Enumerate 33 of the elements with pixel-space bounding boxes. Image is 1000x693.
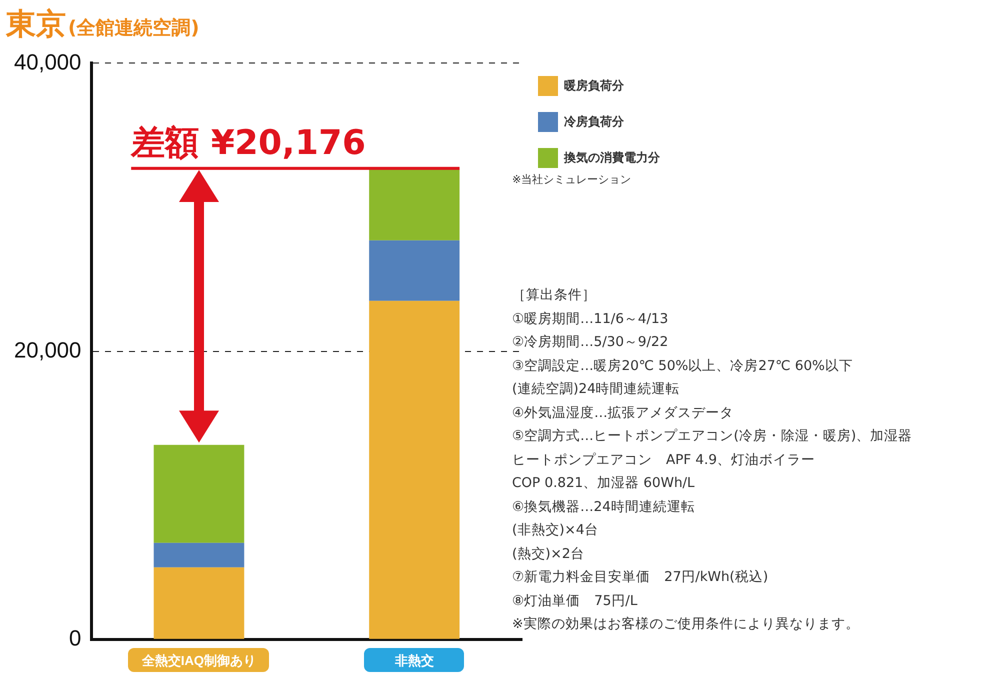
- x-tick-label: 非熱交: [394, 652, 434, 668]
- bar: [154, 444, 244, 543]
- annotation: COP 0.821、加湿器 60Wh/L: [512, 474, 696, 493]
- annotation: ［算出条件］: [512, 286, 597, 305]
- bar: [369, 300, 460, 639]
- annotation: ①暖房期間…11/6～4/13: [512, 310, 670, 328]
- y-tick-label: 40,000: [14, 49, 82, 74]
- annotation: ②冷房期間…5/30～9/22: [512, 333, 670, 352]
- annotation: ④外気温湿度…拡張アメダスデータ: [512, 404, 735, 422]
- annotation: ※実際の効果はお客様のご使用条件により異なります。: [512, 615, 860, 634]
- y-tick-label: 20,000: [14, 337, 82, 362]
- annotation: ⑤空調方式…ヒートポンプエアコン(冷房・除湿・暖房)、加湿器: [512, 427, 912, 446]
- legend-label: 冷房負荷分: [564, 114, 625, 128]
- annotation: (熱交)×2台: [512, 544, 586, 564]
- chart-title: 東京: [6, 7, 66, 42]
- annotation: ヒートポンプエアコン APF 4.9、灯油ボイラー: [512, 450, 816, 470]
- annotation: (非熱交)×4台: [512, 521, 600, 540]
- y-tick-label: 0: [69, 625, 82, 650]
- legend-label: 暖房負荷分: [564, 78, 625, 92]
- annotation: ⑦新電力料金目安単価 27円/kWh(税込): [512, 568, 770, 587]
- ref-line-label: 差額 ¥20,176: [130, 123, 366, 164]
- bar: [369, 240, 460, 301]
- legend-label: 換気の消費電力分: [563, 150, 661, 164]
- annotation: ※当社シミュレーション: [512, 172, 632, 187]
- annotation: ⑥換気機器…24時間連続運転: [512, 498, 696, 516]
- chart-subtitle: (全館連続空調): [68, 17, 200, 39]
- bar: [154, 542, 244, 568]
- bar: [369, 168, 460, 240]
- annotation: ⑧灯油単価 75円/L: [512, 592, 638, 610]
- x-tick-label: 全熱交IAQ制御あり: [140, 652, 256, 668]
- bar: [154, 567, 244, 639]
- annotation: (連続空調)24時間連続運転: [512, 380, 681, 399]
- annotation: ③空調設定…暖房20℃ 50%以上、冷房27℃ 60%以下: [512, 356, 854, 376]
